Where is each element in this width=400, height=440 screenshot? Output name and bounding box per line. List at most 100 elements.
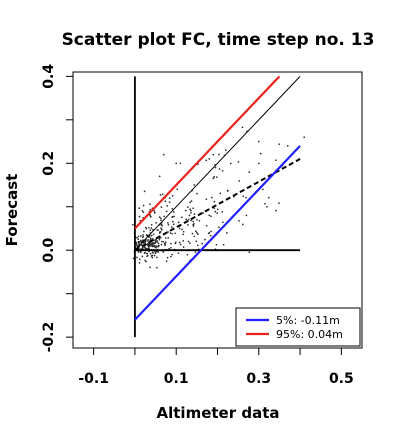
data-point: [162, 240, 165, 243]
data-point: [149, 229, 152, 231]
data-point: [154, 238, 157, 241]
data-point: [303, 136, 306, 139]
data-point: [132, 257, 135, 260]
data-point: [144, 247, 147, 250]
data-point: [163, 215, 166, 218]
data-point: [185, 218, 187, 221]
data-point: [160, 227, 162, 229]
data-point: [138, 262, 141, 264]
data-point: [144, 226, 147, 229]
data-point: [173, 215, 175, 218]
data-point: [210, 215, 212, 218]
data-point: [176, 188, 179, 191]
data-point: [192, 207, 194, 210]
data-point: [156, 241, 159, 243]
data-point: [164, 237, 167, 239]
data-point: [190, 209, 192, 212]
data-point: [138, 215, 141, 218]
data-point: [177, 252, 180, 255]
x-tick-label: 0.1: [164, 371, 189, 387]
data-point: [181, 228, 183, 231]
data-point: [202, 212, 205, 214]
data-point: [153, 254, 156, 257]
data-point: [174, 241, 177, 244]
data-point: [151, 245, 154, 248]
data-point: [194, 251, 197, 253]
y-axis-label: Forecast: [3, 174, 21, 247]
data-point: [164, 241, 167, 244]
data-point: [142, 233, 144, 236]
data-point: [155, 245, 158, 247]
data-point: [141, 210, 144, 212]
data-point: [248, 171, 251, 173]
y-axis: -0.2 0.0 0.2 0.4: [41, 64, 74, 352]
data-point: [144, 251, 147, 254]
data-point: [208, 214, 211, 217]
data-point: [205, 198, 208, 201]
data-point: [151, 256, 154, 259]
data-point: [154, 240, 157, 243]
data-point: [153, 212, 156, 214]
data-point: [205, 224, 208, 227]
percentile-95-line: [134, 75, 281, 230]
data-point: [219, 192, 222, 195]
data-point: [150, 255, 153, 257]
data-point: [147, 239, 149, 241]
data-point: [187, 240, 190, 243]
data-point: [171, 232, 174, 235]
data-point: [151, 242, 154, 244]
data-point: [141, 239, 144, 242]
data-point: [149, 203, 151, 206]
data-point: [262, 188, 264, 191]
data-point: [187, 218, 190, 221]
data-point: [143, 230, 145, 233]
x-tick-label: 0.5: [329, 371, 354, 387]
data-point: [152, 252, 155, 254]
data-point: [159, 236, 162, 239]
data-point: [141, 236, 144, 239]
data-point: [264, 202, 266, 205]
data-point: [145, 227, 148, 230]
x-axis: -0.1 0.1 0.3 0.5: [78, 347, 354, 387]
data-point: [215, 243, 218, 246]
data-point: [158, 238, 161, 241]
data-point: [195, 230, 197, 233]
data-point: [192, 223, 195, 226]
data-point: [148, 243, 151, 246]
data-point: [186, 253, 189, 256]
data-point: [241, 223, 244, 226]
y-tick-label: 0.4: [41, 64, 57, 89]
data-point: [222, 221, 224, 224]
data-point: [160, 223, 163, 226]
data-point: [178, 227, 181, 230]
data-point: [167, 223, 170, 226]
data-point: [138, 207, 141, 209]
data-point: [190, 200, 193, 202]
data-point: [213, 175, 216, 178]
data-point: [190, 212, 192, 214]
data-point: [189, 242, 191, 245]
data-point: [198, 219, 201, 222]
data-point: [214, 210, 217, 213]
data-point: [172, 220, 174, 223]
data-point: [137, 238, 140, 241]
data-point: [136, 256, 138, 259]
data-point: [201, 242, 204, 245]
data-point: [205, 159, 208, 162]
legend-box: [235, 307, 361, 347]
data-point: [208, 158, 211, 160]
data-point: [161, 193, 164, 196]
data-point: [142, 204, 145, 207]
data-point: [225, 232, 228, 234]
data-point: [188, 214, 191, 217]
data-point: [179, 243, 182, 246]
data-point: [238, 180, 241, 182]
data-point: [174, 232, 177, 235]
data-point: [226, 190, 229, 192]
data-point: [135, 243, 138, 246]
data-point: [155, 250, 158, 253]
data-point: [238, 220, 240, 222]
data-point: [153, 210, 156, 212]
data-point: [175, 162, 178, 165]
data-point: [178, 241, 181, 244]
